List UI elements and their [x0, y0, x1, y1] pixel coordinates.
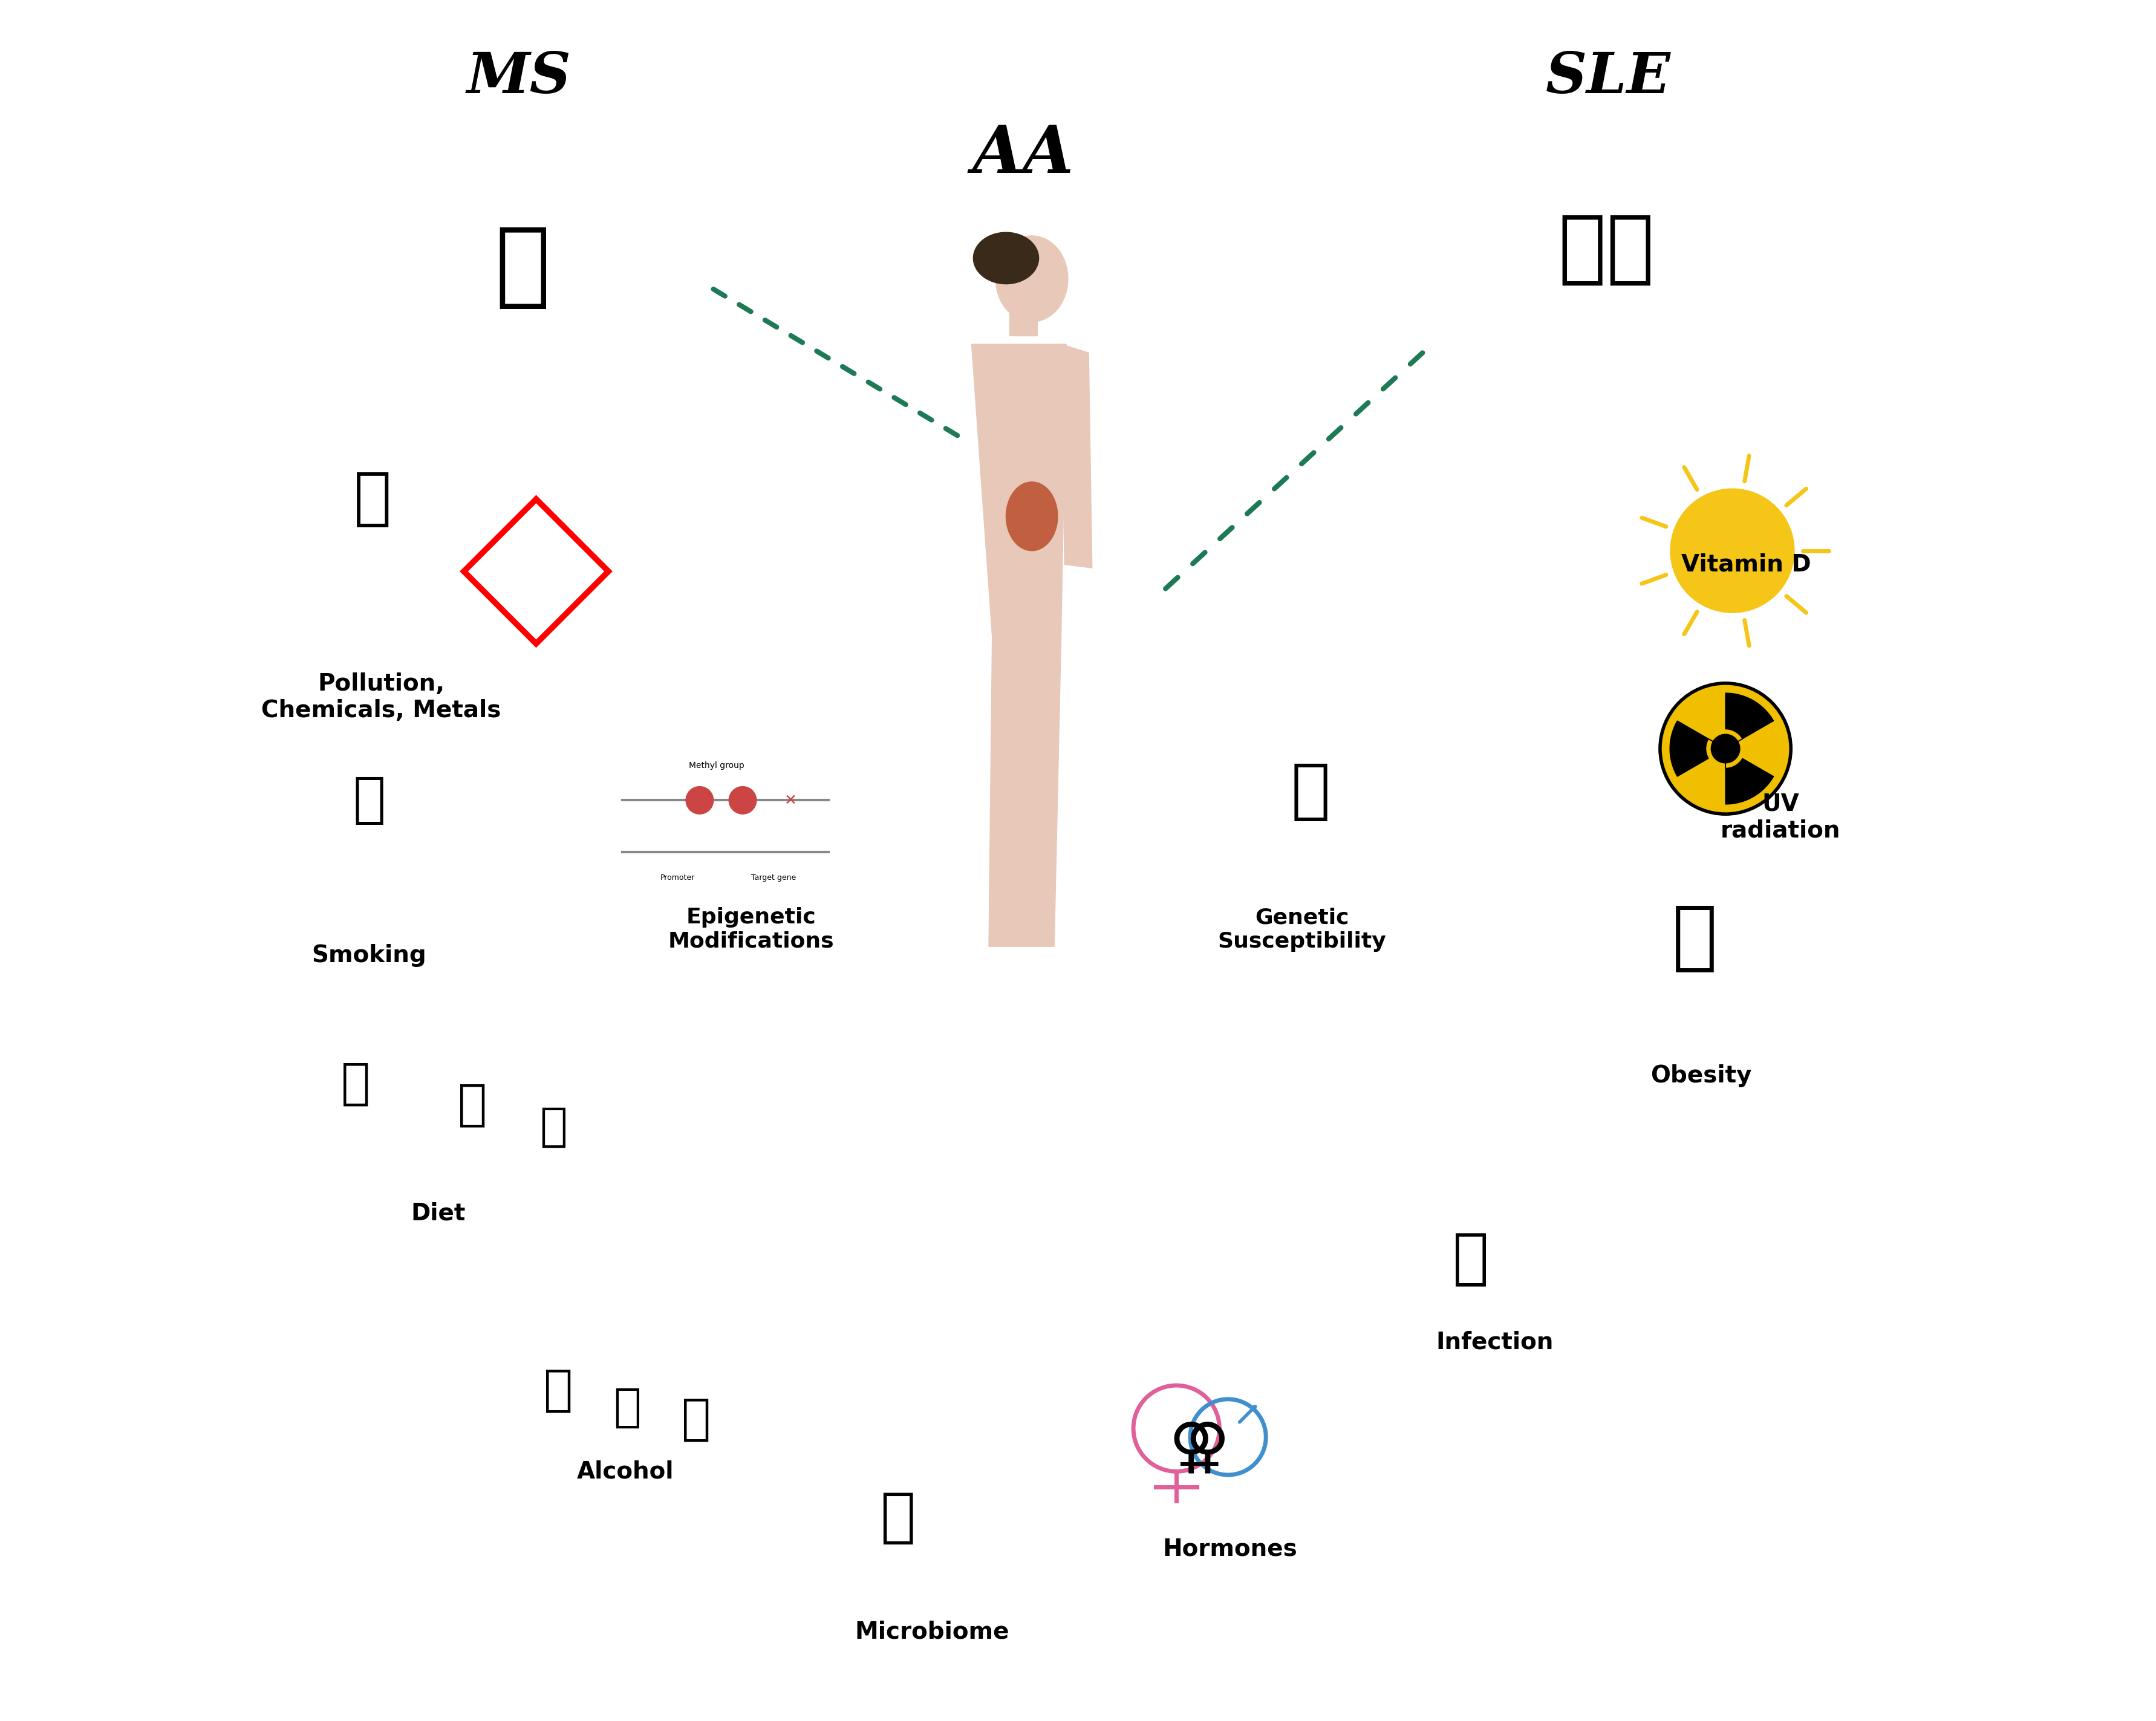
Text: AA: AA	[972, 122, 1074, 188]
Text: Microbiome: Microbiome	[854, 1619, 1009, 1644]
Polygon shape	[1026, 637, 1061, 947]
Text: Epigenetic
Modifications: Epigenetic Modifications	[668, 907, 834, 952]
Polygon shape	[1725, 694, 1772, 749]
Ellipse shape	[972, 232, 1039, 284]
Text: 🥛: 🥛	[539, 1105, 567, 1150]
Text: 🧠: 🧠	[494, 222, 550, 312]
FancyBboxPatch shape	[1009, 287, 1037, 336]
Text: 🍾: 🍾	[612, 1385, 640, 1430]
Text: Genetic
Susceptibility: Genetic Susceptibility	[1218, 907, 1386, 952]
Text: Vitamin D: Vitamin D	[1682, 552, 1811, 577]
Text: ⚢: ⚢	[1169, 1420, 1229, 1478]
Text: 🧍: 🧍	[1671, 902, 1716, 974]
Text: Infection: Infection	[1436, 1330, 1552, 1354]
Circle shape	[1671, 489, 1794, 613]
Circle shape	[729, 786, 757, 814]
Text: SLE: SLE	[1546, 50, 1671, 105]
Text: 🦠: 🦠	[1453, 1231, 1488, 1289]
Ellipse shape	[1005, 482, 1056, 551]
Text: Promoter: Promoter	[660, 874, 694, 881]
Ellipse shape	[996, 236, 1067, 322]
Polygon shape	[972, 344, 1065, 637]
Text: Diet: Diet	[410, 1201, 466, 1225]
Text: Pollution,
Chemicals, Metals: Pollution, Chemicals, Metals	[261, 673, 500, 721]
Text: 🍕: 🍕	[457, 1081, 487, 1129]
Circle shape	[1710, 735, 1740, 762]
Polygon shape	[1669, 721, 1725, 776]
Text: 🍔: 🍔	[341, 1060, 371, 1108]
Text: UV
radiation: UV radiation	[1720, 793, 1839, 842]
Polygon shape	[987, 637, 1031, 947]
Text: Smoking: Smoking	[313, 943, 427, 967]
Circle shape	[686, 786, 714, 814]
Text: 🧑‍🦲: 🧑‍🦲	[1559, 212, 1654, 287]
Text: 🍺: 🍺	[681, 1396, 711, 1444]
Text: Alcohol: Alcohol	[578, 1459, 675, 1484]
Text: ✕: ✕	[785, 793, 798, 807]
Text: 🫀: 🫀	[880, 1490, 914, 1545]
Circle shape	[1660, 683, 1789, 814]
Polygon shape	[0, 17, 2156, 1721]
Text: 🚬: 🚬	[354, 774, 386, 826]
Text: 🧬: 🧬	[1291, 759, 1330, 824]
Text: Methyl group: Methyl group	[690, 762, 744, 769]
Polygon shape	[1725, 749, 1772, 804]
Text: Hormones: Hormones	[1162, 1537, 1296, 1561]
Text: Obesity: Obesity	[1649, 1064, 1751, 1088]
Polygon shape	[332, 1428, 1824, 1721]
Polygon shape	[1061, 344, 1091, 568]
Text: 🏭: 🏭	[354, 468, 392, 530]
Text: Target gene: Target gene	[750, 874, 796, 881]
Text: 🍷: 🍷	[543, 1366, 573, 1415]
Text: MS: MS	[466, 50, 571, 105]
